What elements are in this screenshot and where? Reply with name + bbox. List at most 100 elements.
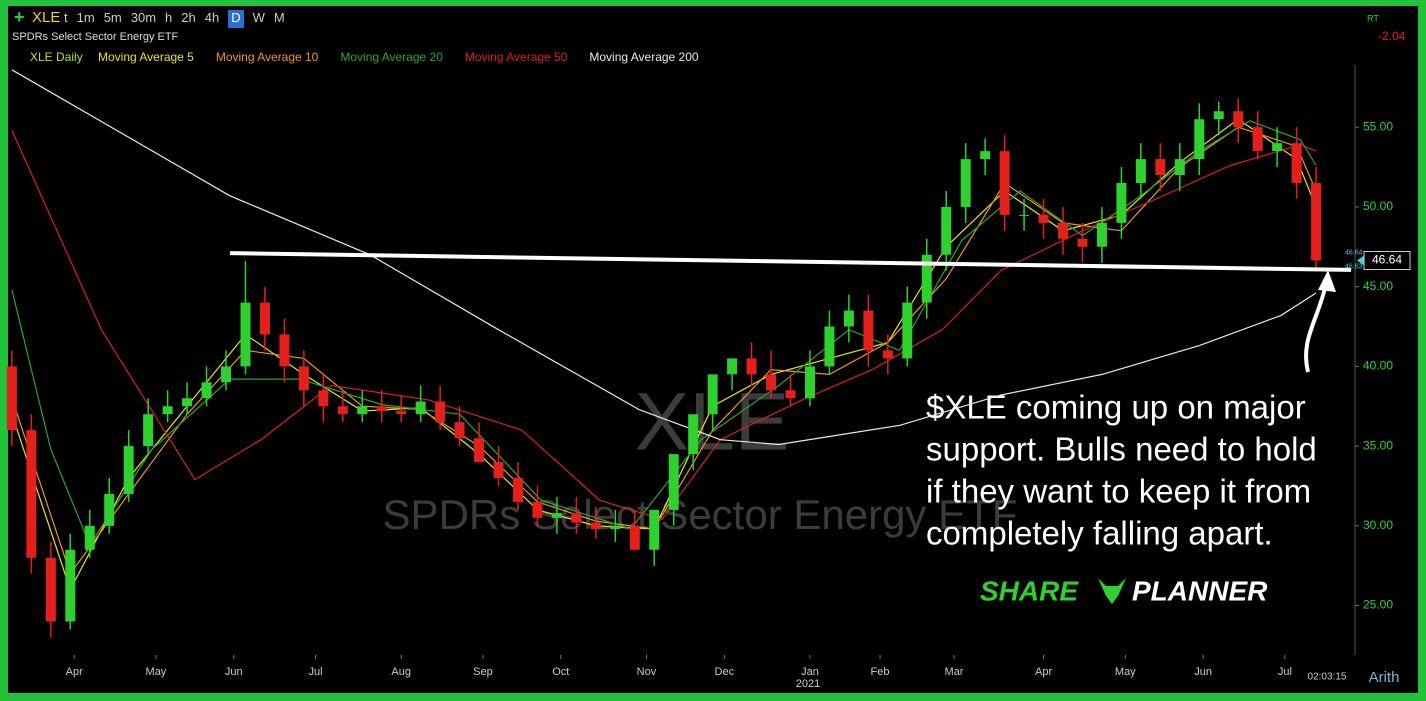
candle-body [1116, 183, 1127, 223]
candle-body [104, 493, 115, 526]
moving-average-line [11, 126, 1317, 575]
candle-body [902, 302, 913, 359]
candle-body [1058, 222, 1069, 239]
y-tick-label: 35.00 [1363, 438, 1393, 452]
candle-body [298, 366, 309, 391]
interval-button[interactable]: 5m [103, 10, 122, 25]
legend: Moving Average 5 Moving Average 10 Moving … [98, 50, 699, 64]
subtitle: SPDRs Select Sector Energy ETF [12, 31, 179, 43]
x-tick-label: Apr [66, 666, 83, 678]
candle-body [843, 310, 854, 327]
x-tick-label: Sep [473, 666, 493, 678]
candle-body [474, 438, 485, 463]
legend-main[interactable]: XLE Daily [30, 50, 83, 64]
candle-body [629, 525, 640, 550]
arrow [1304, 283, 1328, 373]
y-tick-label: 40.00 [1363, 359, 1393, 373]
candle-body [337, 406, 348, 415]
candle-body [454, 422, 465, 439]
candle-body [221, 366, 232, 383]
scale-mode[interactable]: Arith [1369, 669, 1400, 686]
candle-body [1038, 214, 1049, 223]
candle-body [143, 414, 154, 447]
candle-body [1291, 143, 1302, 183]
candle-body [766, 374, 777, 391]
legend-entry[interactable]: Moving Average 200 [589, 50, 699, 64]
annotation: support. Bulls need to hold [926, 431, 1317, 468]
interval-button[interactable]: 4h [204, 10, 220, 25]
x-tick-label: Dec [715, 666, 735, 678]
candle-body [1272, 143, 1283, 152]
candle-body [960, 159, 971, 207]
annotation: $XLE coming up on major [926, 389, 1306, 426]
interval-button[interactable]: 2h [181, 10, 196, 25]
candle-body [668, 454, 679, 510]
x-tick-label: Jan [801, 666, 819, 678]
legend-entry[interactable]: Moving Average 20 [340, 50, 443, 64]
annotation: if they want to keep it from [926, 473, 1311, 510]
interval-button[interactable]: h [165, 10, 173, 25]
y-tick-label: 45.00 [1363, 279, 1393, 293]
support-line [229, 251, 1352, 272]
candle-body [785, 390, 796, 399]
x-tick-label: Mar [945, 666, 964, 678]
candle-body [435, 401, 446, 423]
candle-body [1194, 119, 1205, 160]
clock: 02:03:15 [1308, 672, 1347, 683]
interval-button[interactable]: W [252, 10, 265, 25]
interval-button[interactable]: D [228, 10, 244, 28]
candle-body [240, 302, 251, 367]
candle-body [532, 501, 543, 518]
add-icon[interactable]: + [14, 7, 25, 27]
y-tick-label: 25.00 [1363, 598, 1393, 612]
watermark-name: SPDRs Select Sector Energy ETF [383, 491, 1018, 538]
logo-left: SHARE [980, 575, 1079, 606]
candle-body [123, 446, 134, 494]
x-tick-label: Jul [1278, 666, 1292, 678]
candle-body [396, 411, 407, 415]
legend-entry[interactable]: Moving Average 5 [98, 50, 194, 64]
candle-body [999, 151, 1010, 215]
x-tick-label: Jul [309, 666, 323, 678]
logo-icon [1098, 578, 1126, 604]
interval-button[interactable]: 1m [76, 10, 95, 25]
moving-averages [11, 69, 1317, 592]
candle-body [1077, 238, 1088, 247]
candle-body [882, 350, 893, 359]
x-tick-label: Oct [552, 666, 569, 678]
candle-body [707, 374, 718, 415]
candle-body [921, 254, 932, 303]
y-tick-label: 30.00 [1363, 518, 1393, 532]
candle-body [1233, 111, 1244, 128]
candle-body [415, 401, 426, 415]
candle-body [1311, 183, 1322, 261]
interval-button[interactable]: M [273, 10, 285, 25]
candle-body [610, 525, 621, 530]
candle-body [1155, 159, 1166, 176]
candle-body [1213, 111, 1224, 120]
moving-average-line [11, 120, 1317, 547]
legend-entry[interactable]: Moving Average 10 [216, 50, 319, 64]
interval-button[interactable]: t [64, 10, 68, 25]
symbol[interactable]: XLE [32, 9, 60, 26]
arrow-head [1318, 270, 1336, 292]
price-tag [1363, 250, 1411, 270]
candle-body [201, 382, 212, 399]
candle-body [357, 406, 368, 415]
candle-body [26, 430, 37, 558]
candle-body [824, 326, 835, 367]
interval-button[interactable]: 30m [130, 10, 157, 25]
legend-entry[interactable]: Moving Average 50 [465, 50, 568, 64]
interval-bar: t 1m 5m 30m h 2h 4h D W M [64, 10, 285, 28]
candle-body [941, 206, 952, 255]
x-tick-label: May [146, 666, 167, 678]
rt-badge: RT [1367, 13, 1379, 23]
logo-right: PLANNER [1132, 575, 1268, 606]
change: -2.04 [1378, 29, 1406, 43]
candle-body [1135, 159, 1146, 183]
candle-body [590, 522, 601, 530]
candle-body [551, 513, 562, 518]
x-tick-label: Nov [637, 666, 657, 678]
candle-body [863, 310, 874, 351]
